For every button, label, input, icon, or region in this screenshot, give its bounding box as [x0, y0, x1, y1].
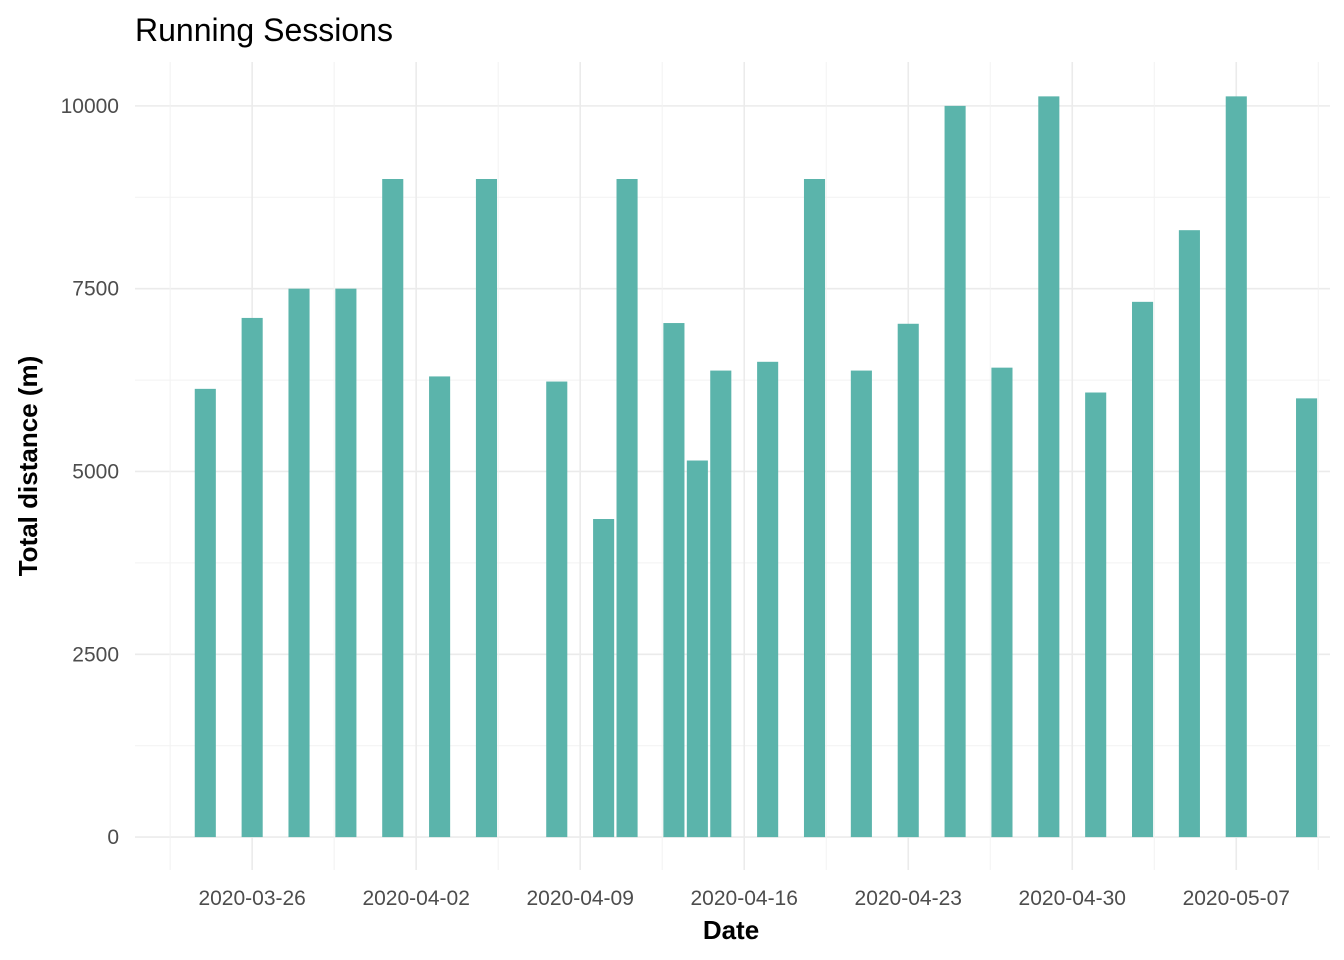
bar — [382, 178, 404, 838]
bar — [335, 288, 357, 838]
bar — [1132, 301, 1154, 838]
bars — [194, 96, 1318, 838]
y-axis-tick-labels: 0 2500 5000 7500 10000 — [61, 95, 119, 849]
x-tick-label: 2020-04-16 — [691, 887, 798, 910]
x-tick-label: 2020-03-26 — [198, 887, 305, 910]
bar — [546, 381, 568, 838]
y-tick-label: 2500 — [72, 643, 119, 666]
bar — [475, 178, 498, 838]
y-tick-label: 10000 — [61, 95, 119, 118]
bar — [944, 105, 966, 838]
bar — [616, 178, 638, 838]
bar — [757, 361, 779, 838]
bar — [429, 376, 451, 838]
bar — [991, 367, 1013, 838]
x-axis-tick-labels: 2020-03-26 2020-04-02 2020-04-09 2020-04-16… — [198, 887, 1290, 910]
y-tick-label: 0 — [107, 826, 119, 849]
y-tick-label: 5000 — [72, 460, 119, 483]
bar — [710, 370, 732, 838]
bar — [241, 317, 263, 838]
y-tick-label: 7500 — [72, 278, 119, 301]
x-tick-label: 2020-04-23 — [855, 887, 962, 910]
bar — [1038, 96, 1060, 838]
x-tick-label: 2020-04-02 — [362, 887, 469, 910]
bar — [1085, 392, 1107, 838]
bar — [288, 288, 310, 838]
bar — [850, 370, 872, 838]
bar — [686, 460, 708, 838]
x-axis-title: Date — [703, 915, 759, 945]
bar — [593, 519, 615, 838]
bar — [1225, 96, 1247, 838]
chart-title: Running Sessions — [135, 12, 393, 48]
x-tick-label: 2020-04-09 — [526, 887, 633, 910]
bar — [897, 323, 919, 838]
x-tick-label: 2020-05-07 — [1183, 887, 1290, 910]
bar — [663, 323, 685, 838]
bar — [194, 388, 216, 838]
bar — [803, 178, 826, 838]
bar — [1178, 230, 1200, 838]
bar — [1296, 398, 1318, 838]
x-tick-label: 2020-04-30 — [1019, 887, 1126, 910]
y-axis-title: Total distance (m) — [13, 356, 43, 577]
